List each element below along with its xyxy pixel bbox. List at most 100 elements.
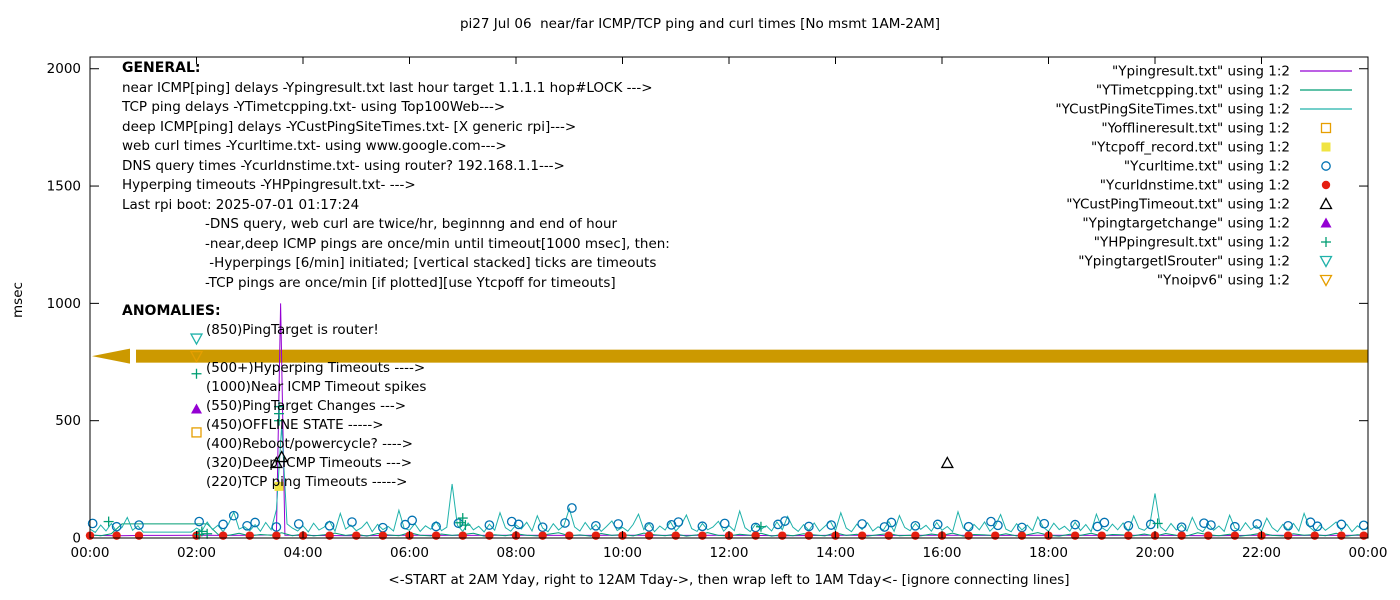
series-Ycurltime-point [910,520,921,531]
x-tick-label: 08:00 [497,545,536,561]
series-Ycurldnstime-point [1017,531,1027,540]
y-axis-label: msec [10,282,26,318]
legend-label: "Ypingtargetchange" using 1:2 [1082,216,1290,232]
x-tick-label: 04:00 [284,545,323,561]
series-Ycurldnstime-point [458,531,467,540]
series-YpingtargetISrouter-point [189,333,204,346]
legend-sample-triangle-down-open [1319,274,1333,287]
series-Ycurldnstime-point [884,531,893,540]
series-Ynoipv6-point [189,351,204,364]
anomalies-heading: ANOMALIES: [122,303,221,319]
x-tick-label: 22:00 [1242,545,1281,561]
anomaly-line: (220)TCP ping Timeouts -----> [206,474,408,490]
series-Ycurltime-point [293,519,304,529]
legend-sample-circle-filled [1321,180,1331,190]
series-Ycurltime-point [1123,520,1134,531]
general-note-line: DNS query times -Ycurldnstime.txt- using… [122,158,565,174]
series-Ycurltime-point [194,516,205,527]
series-Ycurltime-point [400,519,411,530]
series-Ycurltime-point [1336,519,1347,530]
series-Ycurltime-point [1358,520,1369,531]
anomaly-line: (500+)Hyperping Timeouts ----> [206,360,426,376]
series-Ytcpoff_record-point [274,481,284,491]
legend-sample-triangle-down-open [1319,255,1333,268]
series-Ycurltime-point [228,510,239,521]
anomaly-line: (550)PingTarget Changes ---> [206,398,407,414]
general-note-indented: -TCP pings are once/min [if plotted][use… [205,275,616,291]
anomaly-line: (450)OFFLINE STATE -----> [206,417,384,433]
general-note-line: Hyperping timeouts -YHPpingresult.txt- -… [122,177,416,193]
noipv6-band-arrow [92,348,130,364]
series-YCustPingTimeout-point [940,456,954,469]
general-note-indented: -DNS query, web curl are twice/hr, begin… [205,216,618,232]
series-Ycurldnstime-point [778,531,787,540]
legend-label: "Yofflineresult.txt" using 1:2 [1101,121,1290,137]
series-Ycurldnstime-point [1337,531,1346,540]
series-Ycurltime-point [567,503,577,513]
series-Ycurltime-point [826,520,837,530]
series-Ycurldnstime-point [1310,531,1319,540]
series-Ycurldnstime-point [245,531,254,540]
series-Ycurldnstime-point [1124,531,1133,540]
series-Ycurldnstime-point [671,531,680,540]
series-Ycurltime-point [513,519,524,530]
series-Ycurltime-point [963,521,974,532]
series-Ycurldnstime-point [698,531,707,540]
series-Ycurldnstime-point [218,531,228,540]
general-note-line: deep ICMP[ping] delays -YCustPingSiteTim… [122,119,577,135]
series-Ycurltime-point [591,520,601,531]
legend-label: "YCustPingTimeout.txt" using 1:2 [1066,197,1290,213]
series-Ycurltime-point [644,522,654,532]
series-Ycurltime-point [271,522,282,532]
series-Ycurltime-point [347,517,357,527]
x-tick-label: 06:00 [390,545,429,561]
series-Ycurldnstime-point [485,531,494,540]
legend-sample-triangle-filled [1320,217,1332,228]
series-Ycurldnstime-point [1177,531,1186,540]
x-tick-label: 00:00 [71,545,110,561]
general-note-line: Last rpi boot: 2025-07-01 01:17:24 [122,197,360,213]
series-Ycurltime-point [407,515,418,526]
series-Ycurldnstime-point [1283,531,1293,540]
series-Ycurldnstime-point [272,531,281,540]
anomaly-line: (850)PingTarget is router! [206,322,379,338]
x-axis-caption: <-START at 2AM Yday, right to 12AM Tday-… [388,572,1070,588]
series-Ycurltime-point [87,518,98,529]
x-tick-label: 20:00 [1136,545,1175,561]
x-tick-label: 00:00 [1349,545,1388,561]
series-Ycurltime-point [993,520,1003,531]
series-Ycurltime-point [1099,517,1110,528]
series-Ycurldnstime-point [1359,531,1368,540]
series-Ycurltime-point [537,522,548,533]
legend-sample-square-filled [1321,142,1331,152]
series-Ycurltime-point [218,519,228,530]
series-Ycurltime-point [1312,521,1323,532]
series-Ycurltime-point [1252,519,1263,529]
y-tick-label: 500 [55,413,81,429]
series-Ycurldnstime-point [751,531,760,540]
series-Ycurltime-point [134,520,144,530]
x-tick-label: 18:00 [1029,545,1068,561]
y-tick-label: 1000 [47,296,81,312]
legend-sample-triangle-open [1319,197,1333,210]
legend-label: "Ycurltime.txt" using 1:2 [1124,159,1290,175]
general-note-line: TCP ping delays -YTimetcpping.txt- using… [122,99,506,115]
series-Ycurldnstime-point [804,531,814,540]
series-Ycurltime-point [484,520,495,530]
series-Ycurltime-point [1206,520,1216,530]
y-tick-label: 0 [72,531,81,547]
anomaly-line: (400)Reboot/powercycle? ----> [206,436,413,452]
series-Ycurldnstime-point [1097,531,1106,540]
series-Ycurltime-point [1230,521,1240,532]
series-Ycurltime-point [613,519,624,529]
general-note-indented: -Hyperpings [6/min] initiated; [vertical… [205,255,657,271]
general-heading: GENERAL: [122,60,201,76]
noipv6-band [136,349,1368,363]
anomaly-line: (320)Deep ICMP Timeouts ---> [206,455,413,471]
series-Ycurldnstime-point [644,531,654,540]
series-Ycurldnstime-point [538,531,547,540]
series-Ycurldnstime-point [591,531,601,540]
general-note-line: web curl times -Ycurltime.txt- using www… [122,138,507,154]
legend-sample-square-open [1320,122,1332,134]
